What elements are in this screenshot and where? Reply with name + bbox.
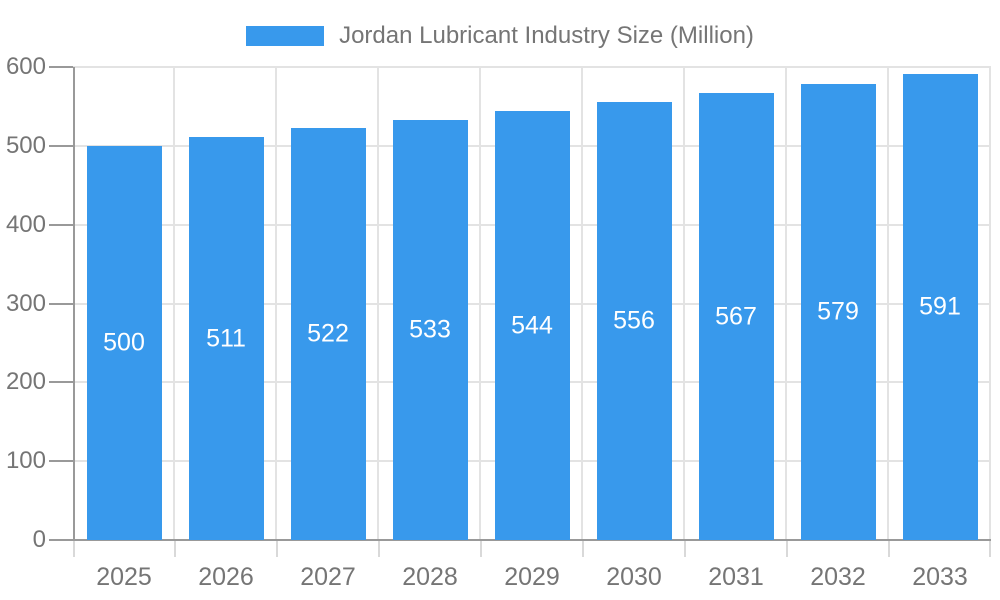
y-axis-tick-400: [49, 223, 73, 226]
x-axis-label-2028: 2028: [402, 563, 458, 591]
y-axis-line: [73, 67, 75, 540]
x-axis-label-2030: 2030: [606, 563, 662, 591]
legend-label: Jordan Lubricant Industry Size (Million): [339, 22, 754, 49]
x-axis-tick-1: [174, 540, 176, 557]
legend-swatch-icon: [246, 26, 325, 46]
bar-value-2026: 511: [206, 324, 246, 353]
x-axis-label-2029: 2029: [504, 563, 560, 591]
y-axis-label-100: 100: [5, 447, 46, 475]
y-axis-tick-100: [49, 460, 73, 463]
x-axis-tick-5: [582, 540, 584, 557]
bar-2026[interactable]: [188, 137, 264, 540]
y-axis-label-300: 300: [5, 289, 46, 317]
y-axis-label-200: 200: [5, 368, 46, 396]
bar-2029[interactable]: [494, 111, 570, 540]
bar-2027[interactable]: [290, 128, 366, 540]
gridline-x-8: [887, 67, 889, 540]
x-axis-tick-4: [480, 540, 482, 557]
bar-value-2030: 556: [613, 306, 655, 335]
x-axis-label-2031: 2031: [708, 563, 764, 591]
x-axis-tick-9: [989, 540, 991, 557]
bar-value-2029: 544: [511, 311, 553, 340]
bar-2031[interactable]: [698, 93, 774, 540]
bar-2033[interactable]: [902, 74, 978, 540]
y-axis-label-500: 500: [5, 131, 46, 159]
y-axis-tick-500: [49, 144, 73, 147]
x-axis-tick-0: [73, 540, 75, 557]
y-axis-label-400: 400: [5, 210, 46, 238]
x-axis-tick-7: [786, 540, 788, 557]
gridline-x-5: [581, 67, 583, 540]
x-axis-label-2026: 2026: [198, 563, 254, 591]
y-axis-tick-200: [49, 381, 73, 384]
x-axis-label-2025: 2025: [96, 563, 152, 591]
gridline-x-9: [989, 67, 991, 540]
legend: Jordan Lubricant Industry Size (Million): [0, 22, 1000, 50]
bar-value-2033: 591: [919, 292, 961, 321]
gridline-y-600: [73, 66, 991, 68]
bar-2032[interactable]: [800, 83, 876, 540]
x-axis-label-2032: 2032: [810, 563, 866, 591]
gridline-x-7: [785, 67, 787, 540]
y-axis-tick-600: [49, 66, 73, 68]
gridline-x-1: [173, 67, 175, 540]
x-axis-tick-3: [378, 540, 380, 557]
gridline-x-2: [275, 67, 277, 540]
y-axis-tick-0: [49, 539, 73, 541]
plot-area: 0 100 200 300 400 500 600 500 2025 511 2026 522 2027…: [6, 53, 991, 591]
x-axis-tick-8: [888, 540, 890, 557]
bar-value-2027: 522: [307, 319, 349, 348]
bar-value-2031: 567: [715, 302, 757, 330]
x-axis-label-2027: 2027: [300, 563, 356, 591]
x-axis-tick-2: [276, 540, 278, 557]
bar-value-2025: 500: [103, 328, 145, 357]
bar-value-2028: 533: [409, 315, 451, 344]
x-axis-label-2033: 2033: [912, 563, 968, 591]
bar-value-2032: 579: [817, 297, 859, 326]
gridline-x-3: [377, 67, 379, 540]
bar-2025[interactable]: [86, 145, 162, 540]
x-axis-line: [73, 539, 991, 541]
y-axis-tick-300: [49, 302, 73, 305]
bar-2028[interactable]: [392, 119, 468, 540]
y-axis-label-600: 600: [5, 53, 46, 80]
bar-2030[interactable]: [596, 101, 672, 540]
gridline-x-6: [683, 67, 685, 540]
y-axis-label-0: 0: [32, 526, 46, 553]
gridline-x-4: [479, 67, 481, 540]
x-axis-tick-6: [684, 540, 686, 557]
